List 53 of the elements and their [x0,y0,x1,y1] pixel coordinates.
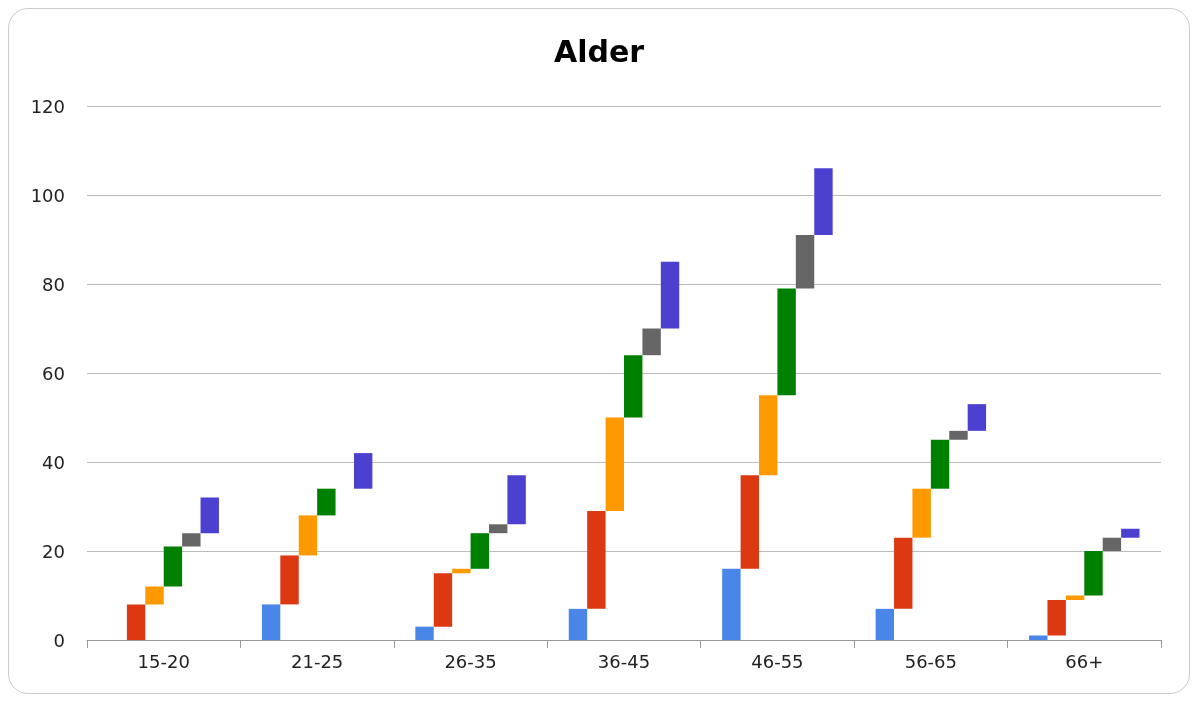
bar [1084,551,1103,596]
bar [912,488,931,538]
bar [949,430,968,440]
bar [759,395,778,476]
bar [280,555,299,605]
bar [163,546,183,587]
y-tick-label: 120 [30,95,65,117]
x-tick-label: 66+ [1065,650,1104,672]
bar [795,235,815,289]
bar [298,515,318,556]
y-tick-label: 60 [42,362,65,384]
bar [415,626,434,640]
bar [488,524,508,534]
x-tick-label: 56-65 [904,650,958,672]
bar [875,608,895,640]
y-tick-label: 20 [42,540,65,562]
bar [660,261,680,329]
bar [1102,537,1122,551]
bar [814,168,833,236]
bar [200,497,219,534]
x-tick-label: 26-35 [444,650,497,672]
bar [568,608,588,640]
bar [894,537,913,609]
y-tick-label: 0 [53,629,65,651]
bar [624,355,643,418]
bar [452,568,471,574]
bar [930,439,950,489]
chart-title: Alder [553,33,645,69]
bar [126,604,146,640]
x-tick-label: 15-20 [137,650,190,672]
bar [740,475,760,569]
bar [777,288,796,396]
bar [587,510,606,609]
bar [605,417,624,511]
bar [642,328,661,356]
bar [967,404,987,431]
bar [1121,528,1140,538]
x-tick-label: 36-45 [597,650,651,672]
bar [145,586,164,605]
bar [317,488,336,516]
y-tick-label: 80 [42,273,65,295]
bar [182,533,201,547]
bar [722,568,741,640]
bar [470,533,489,569]
x-tick-label: 46-55 [751,650,804,672]
bar [507,475,526,525]
bar [261,604,281,640]
bar [433,573,453,627]
bar [353,453,373,489]
y-tick-label: 100 [30,184,65,206]
bar [1047,599,1066,636]
y-tick-label: 40 [42,451,65,473]
x-tick-label: 21-25 [290,650,344,672]
